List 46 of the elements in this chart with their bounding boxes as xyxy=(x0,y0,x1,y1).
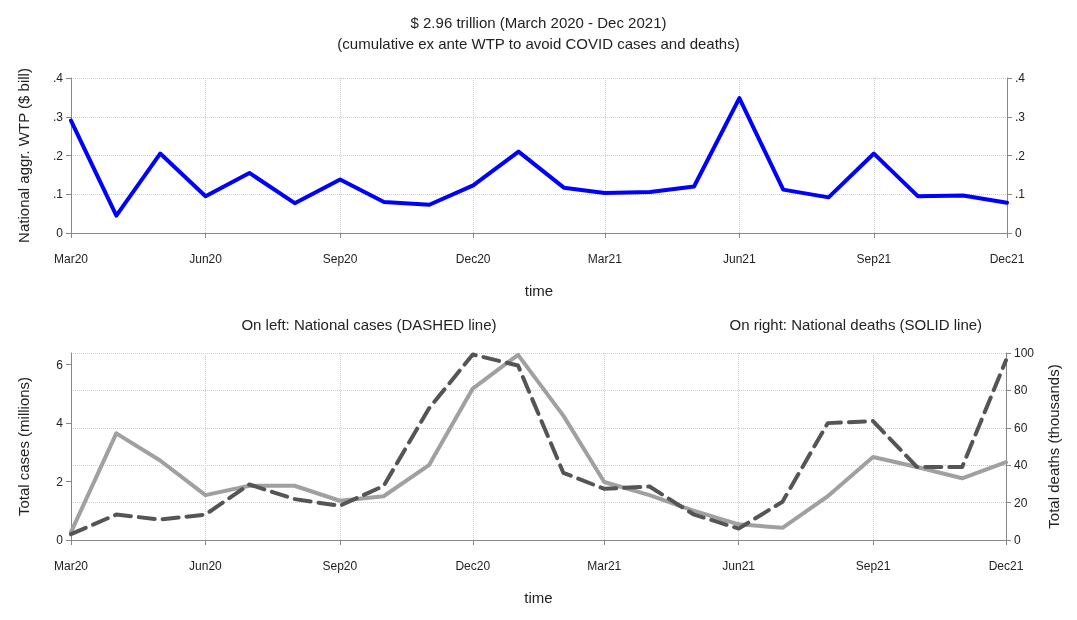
y2-tick-label: 100 xyxy=(1014,346,1035,360)
text: On left: National cases (DASHED line) xyxy=(241,316,497,333)
x-tick-label: Mar20 xyxy=(53,252,89,266)
x-tick-label: Mar21 xyxy=(587,252,623,266)
chart-title: $ 2.96 trillion (March 2020 - Dec 2021) xyxy=(410,14,667,31)
y2-tick-label: .4 xyxy=(1015,71,1026,85)
y-tick-label: 0 xyxy=(56,533,64,547)
chart-subtitle: (cumulative ex ante WTP to avoid COVID cases and deaths) xyxy=(337,35,740,52)
y-tick-label: 0 xyxy=(56,226,64,240)
y2-tick-label: 60 xyxy=(1014,420,1028,435)
y-tick-label: 6 xyxy=(56,357,64,372)
y2-tick-label: 20 xyxy=(1014,495,1028,510)
x-tick-label: Dec21 xyxy=(988,559,1024,573)
x-tick-label: Dec20 xyxy=(455,559,491,573)
y-tick-label: .1 xyxy=(52,187,64,202)
y-tick-label: .2 xyxy=(52,148,64,163)
y2-tick-label: .2 xyxy=(1015,148,1026,163)
x-tick-label: Jun21 xyxy=(723,252,757,266)
x-tick-label: Sep21 xyxy=(855,559,891,573)
x-tick-label: Sep20 xyxy=(322,252,358,266)
y2-tick-label: .1 xyxy=(1015,187,1026,202)
y2-tick-label: 40 xyxy=(1014,458,1028,473)
x-tick-label: Dec21 xyxy=(989,252,1025,266)
x-tick-label: Jun21 xyxy=(722,559,756,573)
y-tick-label: .3 xyxy=(52,109,64,124)
x-tick-label: Sep20 xyxy=(322,559,358,573)
y-tick-label: .4 xyxy=(52,71,64,85)
y2-tick-label: 0 xyxy=(1014,533,1021,547)
x-tick-label: Jun20 xyxy=(189,559,223,573)
y-axis-title: National aggr. WTP ($ bill) xyxy=(15,68,32,243)
y2-tick-label: .3 xyxy=(1015,109,1026,124)
x-tick-label: Mar20 xyxy=(53,559,89,573)
y-tick-label: 4 xyxy=(56,416,64,431)
y2-axis-title: Total deaths (thousands) xyxy=(1045,364,1062,529)
y-axis-title: Total cases (millions) xyxy=(15,376,32,517)
x-tick-label: Dec20 xyxy=(455,252,491,266)
y-tick-label: 2 xyxy=(56,474,64,489)
y2-tick-label: 80 xyxy=(1014,383,1028,398)
line-series xyxy=(69,96,1009,218)
text: On right: National deaths (SOLID line) xyxy=(729,316,983,333)
x-axis-title: time xyxy=(524,589,553,606)
x-tick-label: Mar21 xyxy=(587,559,622,573)
x-axis-title: time xyxy=(524,282,554,299)
x-tick-label: Jun20 xyxy=(189,252,223,266)
y2-tick-label: 0 xyxy=(1015,226,1022,240)
x-tick-label: Sep21 xyxy=(856,252,892,266)
